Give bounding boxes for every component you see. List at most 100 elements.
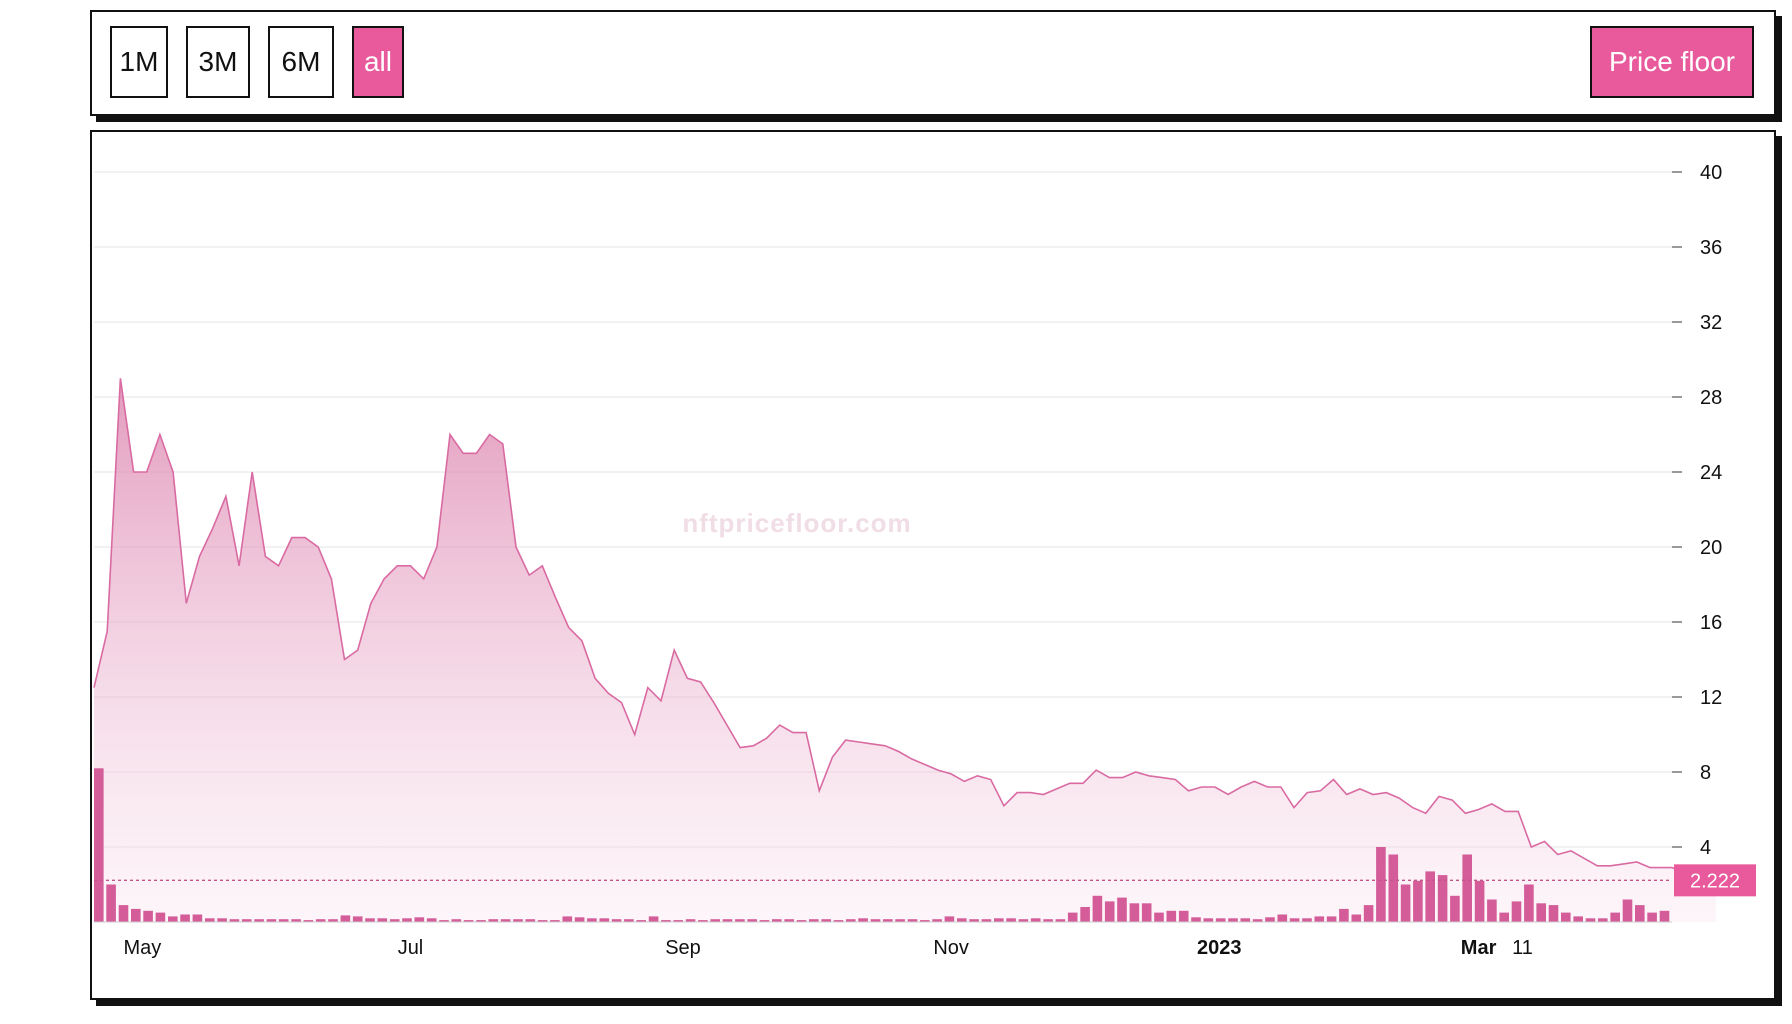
- volume-bar: [1376, 847, 1386, 922]
- volume-bar: [488, 919, 499, 922]
- volume-bar: [1400, 884, 1411, 922]
- volume-bar: [846, 919, 856, 922]
- volume-bar: [870, 919, 881, 922]
- volume-bar: [809, 919, 819, 922]
- range-1m-button[interactable]: 1M: [110, 26, 168, 98]
- volume-bar: [106, 884, 116, 922]
- volume-bar: [1203, 918, 1214, 923]
- volume-bar: [1240, 918, 1251, 923]
- volume-bar: [932, 919, 942, 922]
- volume-bar: [1080, 907, 1090, 922]
- volume-bar: [463, 920, 474, 922]
- volume-bar: [574, 917, 585, 922]
- volume-bar: [1104, 901, 1115, 922]
- volume-bar: [796, 920, 807, 922]
- volume-bar: [217, 918, 227, 923]
- volume-bar: [1499, 912, 1509, 922]
- volume-bar: [328, 919, 338, 922]
- volume-bar: [920, 920, 930, 922]
- volume-bar: [1585, 918, 1596, 923]
- volume-bar: [426, 918, 437, 923]
- price-floor-button[interactable]: Price floor: [1590, 26, 1754, 98]
- volume-bar: [1339, 908, 1349, 922]
- volume-bar: [611, 919, 622, 922]
- volume-bar: [550, 920, 560, 922]
- chart-panel: nftpricefloor.com 4 8 12 16 20 24 28 32 36 40 May…: [90, 130, 1776, 1000]
- volume-bar: [525, 919, 536, 922]
- volume-bar: [1178, 910, 1189, 923]
- volume-bar: [1055, 919, 1066, 922]
- volume-bar: [1561, 912, 1571, 922]
- volume-bar: [1573, 916, 1583, 922]
- volume-bar: [648, 916, 659, 922]
- volume-bar: [981, 919, 992, 922]
- volume-bar: [735, 919, 745, 922]
- volume-bar: [131, 908, 141, 922]
- volume-bar: [1450, 895, 1460, 923]
- volume-bar: [833, 920, 844, 922]
- volume-bar: [784, 919, 794, 922]
- volume-bar: [1351, 914, 1362, 922]
- volume-bar: [1326, 916, 1337, 922]
- volume-bar: [1314, 916, 1325, 922]
- price-chart: nftpricefloor.com 4 8 12 16 20 24 28 32 36 40 May…: [93, 162, 1756, 959]
- volume-bar: [907, 919, 918, 922]
- volume-bar: [340, 915, 351, 922]
- volume-bar: [1302, 918, 1312, 923]
- volume-bar: [1265, 917, 1275, 922]
- volume-bar: [1092, 895, 1103, 923]
- volume-bar: [500, 919, 511, 922]
- volume-bar: [673, 920, 683, 922]
- volume-bar: [513, 919, 523, 922]
- y-tick-label: 36: [1700, 237, 1722, 259]
- volume-bar: [661, 920, 671, 922]
- y-axis: 4 8 12 16 20 24 28 32 36 40: [1672, 162, 1722, 859]
- volume-bar: [94, 768, 104, 923]
- y-tick-label: 24: [1700, 462, 1722, 484]
- volume-bar: [180, 914, 190, 922]
- current-price-label: 2.222: [1690, 870, 1740, 892]
- volume-bar: [537, 920, 548, 922]
- volume-bar: [858, 918, 868, 923]
- volume-bar: [1117, 897, 1127, 922]
- range-toolbar: 1M 3M 6M all Price floor: [90, 10, 1776, 116]
- volume-bar: [1598, 918, 1608, 923]
- price-line: [93, 378, 1717, 882]
- volume-bar: [1129, 903, 1140, 923]
- volume-bar: [1511, 901, 1522, 922]
- volume-bar: [1462, 854, 1472, 922]
- volume-bar: [1487, 899, 1497, 922]
- volume-bar: [315, 919, 326, 922]
- volume-bar: [710, 919, 720, 922]
- volume-bar: [1252, 919, 1263, 922]
- x-tick-label: Jul: [398, 937, 424, 959]
- x-axis: May Jul Sep Nov 2023 Mar 11: [94, 921, 1672, 959]
- volume-bar: [1425, 871, 1435, 922]
- volume-bar: [562, 916, 573, 922]
- range-3m-button[interactable]: 3M: [186, 26, 250, 98]
- volume-bar: [352, 916, 363, 922]
- current-price-badge: [1674, 864, 1756, 897]
- volume-bar: [747, 919, 757, 922]
- volume-bar: [1524, 884, 1534, 922]
- volume-bar: [1622, 899, 1633, 922]
- x-tick-label: May: [123, 937, 161, 959]
- volume-bar: [402, 918, 412, 923]
- y-tick-label: 40: [1700, 162, 1722, 184]
- volume-bar: [254, 919, 264, 922]
- watermark: nftpricefloor.com: [682, 508, 911, 538]
- price-area: [94, 378, 1716, 922]
- volume-bar: [377, 918, 388, 923]
- volume-bar: [722, 919, 733, 922]
- volume-bar: [1536, 903, 1546, 923]
- volume-bar: [1228, 918, 1238, 923]
- x-tick-label: 2023: [1197, 937, 1242, 959]
- volume-bar: [883, 919, 893, 922]
- volume-bar: [1437, 875, 1448, 922]
- range-6m-button[interactable]: 6M: [268, 26, 334, 98]
- range-all-button[interactable]: all: [352, 26, 404, 98]
- volume-bar: [599, 918, 610, 923]
- volume-bar: [1413, 880, 1423, 923]
- y-tick-label: 12: [1700, 687, 1722, 709]
- volume-bars: [94, 768, 1670, 923]
